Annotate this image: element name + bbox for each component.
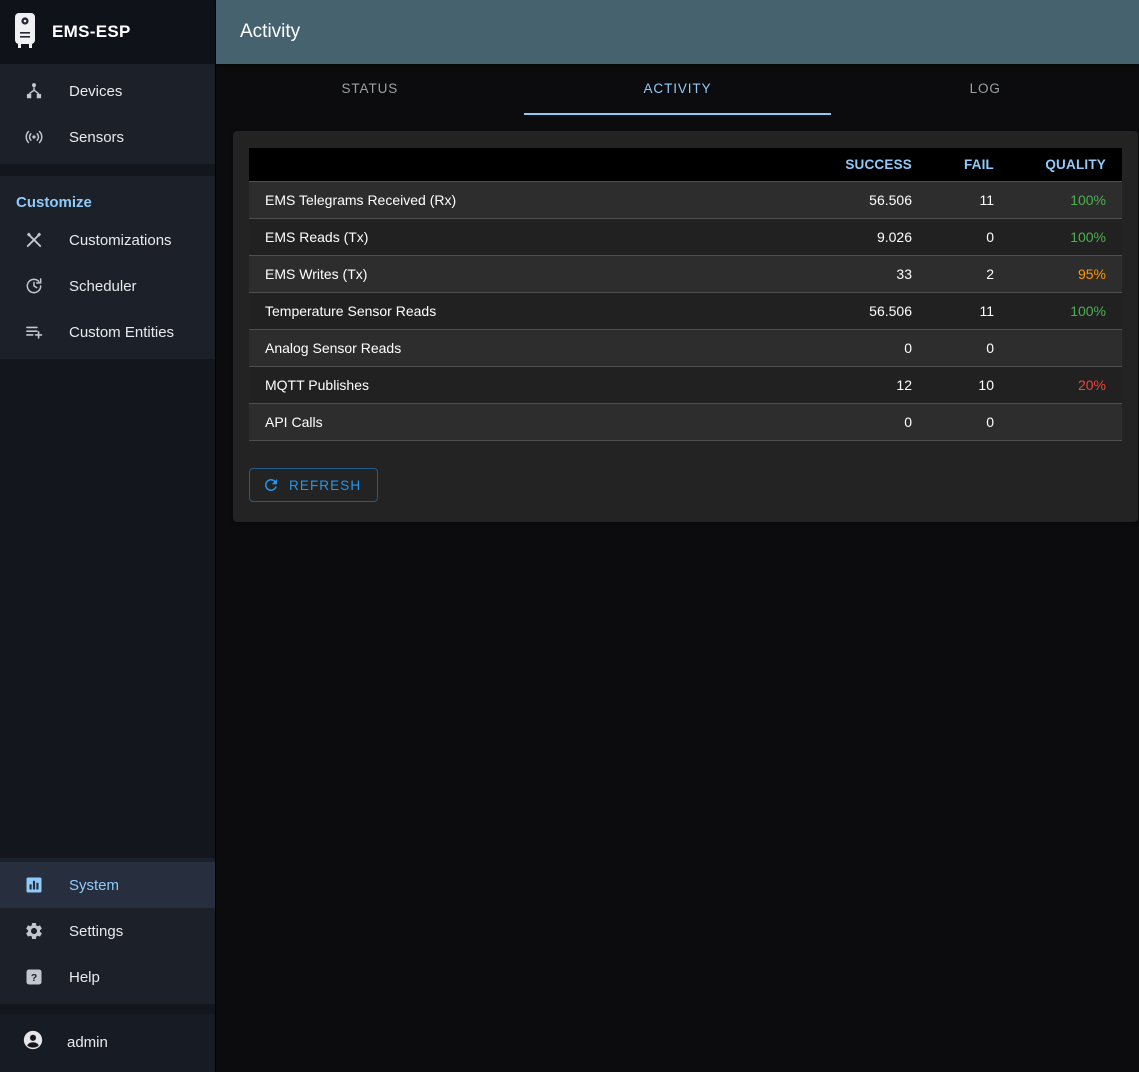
customize-section-label: Customize: [16, 194, 92, 211]
refresh-button[interactable]: REFRESH: [249, 468, 379, 502]
brand-title: EMS-ESP: [52, 22, 131, 41]
table-row: EMS Telegrams Received (Rx) 56.506 11 10…: [249, 181, 1122, 219]
help-icon: ?: [22, 965, 46, 989]
sidebar-customize-group: Customize Customizations: [0, 176, 215, 359]
sidebar-item-scheduler[interactable]: Scheduler: [0, 263, 215, 309]
sidebar-item-label: Help: [69, 968, 100, 986]
metric-name-cell: MQTT Publishes: [265, 377, 369, 393]
metric-name-cell: API Calls: [265, 414, 323, 430]
sidebar-header: EMS-ESP: [0, 0, 215, 64]
page-title: Activity: [240, 21, 301, 42]
sidebar-item-label: Customizations: [69, 231, 172, 249]
settings-gear-icon: [22, 919, 46, 943]
table-row: Temperature Sensor Reads 56.506 11 100%: [249, 292, 1122, 330]
metric-name-cell: EMS Telegrams Received (Rx): [265, 192, 457, 208]
success-cell: 0: [904, 414, 912, 430]
fail-cell: 2: [986, 266, 994, 282]
refresh-icon: [262, 476, 280, 494]
sidebar-item-settings[interactable]: Settings: [0, 908, 215, 954]
metric-name-cell: Analog Sensor Reads: [265, 340, 402, 356]
table-header-row: SUCCESS FAIL QUALITY: [249, 148, 1122, 182]
fail-cell: 11: [979, 192, 994, 208]
table-row: Analog Sensor Reads 0 0: [249, 329, 1122, 367]
sidebar-item-label: Custom Entities: [69, 323, 175, 341]
success-cell: 33: [896, 266, 912, 282]
appbar: Activity: [216, 0, 1139, 64]
svg-text:?: ?: [31, 973, 37, 984]
quality-cell: [1010, 404, 1122, 441]
custom-entities-icon: [22, 320, 46, 344]
metric-name-cell: Temperature Sensor Reads: [265, 303, 437, 319]
sidebar-user-section: admin: [0, 1014, 215, 1072]
sidebar-item-system[interactable]: System: [0, 862, 215, 908]
sidebar-item-customizations[interactable]: Customizations: [0, 217, 215, 263]
column-header-success: SUCCESS: [808, 148, 928, 182]
metric-name-cell: EMS Reads (Tx): [265, 229, 369, 245]
metric-name-cell: EMS Writes (Tx): [265, 266, 368, 282]
table-row: API Calls 0 0: [249, 403, 1122, 441]
scheduler-icon: [22, 274, 46, 298]
table-row: EMS Writes (Tx) 33 2 95%: [249, 255, 1122, 293]
user-name-label: admin: [67, 1033, 108, 1051]
sidebar-spacer: [0, 359, 215, 858]
tab-activity[interactable]: ACTIVITY: [523, 64, 832, 115]
sidebar-bottom-group: System Settings ? Help: [0, 858, 215, 1004]
ems-esp-logo-icon: [12, 11, 38, 54]
success-cell: 56.506: [869, 192, 912, 208]
success-cell: 56.506: [869, 303, 912, 319]
sidebar-main-group: Devices Sensors: [0, 64, 215, 164]
fail-cell: 10: [978, 377, 994, 393]
main-area: Activity STATUS ACTIVITY LOG SUCCESS FAI…: [216, 0, 1139, 1072]
tab-bar: STATUS ACTIVITY LOG: [216, 64, 1139, 115]
quality-cell: 20%: [1077, 377, 1106, 393]
column-header-fail: FAIL: [928, 148, 1010, 182]
sidebar: EMS-ESP Devices: [0, 0, 216, 1072]
system-icon: [22, 873, 46, 897]
quality-cell: [1010, 330, 1122, 367]
table-row: EMS Reads (Tx) 9.026 0 100%: [249, 218, 1122, 256]
quality-cell: 100%: [1070, 229, 1106, 245]
fail-cell: 0: [986, 229, 994, 245]
activity-table: SUCCESS FAIL QUALITY EMS Telegrams Recei…: [249, 148, 1122, 441]
sidebar-item-label: Devices: [69, 82, 123, 100]
sidebar-item-label: Settings: [69, 922, 124, 940]
fail-cell: 0: [986, 414, 994, 430]
column-header-metric: [249, 148, 808, 182]
sensors-icon: [22, 125, 46, 149]
success-cell: 0: [904, 340, 912, 356]
fail-cell: 0: [986, 340, 994, 356]
account-icon: [22, 1029, 44, 1055]
table-row: MQTT Publishes 12 10 20%: [249, 366, 1122, 404]
sidebar-item-sensors[interactable]: Sensors: [0, 114, 215, 160]
activity-card: SUCCESS FAIL QUALITY EMS Telegrams Recei…: [233, 131, 1138, 522]
fail-cell: 11: [979, 303, 994, 319]
quality-cell: 95%: [1077, 266, 1106, 282]
sidebar-item-label: System: [69, 876, 120, 894]
devices-icon: [22, 79, 46, 103]
tab-status[interactable]: STATUS: [341, 81, 399, 96]
sidebar-item-label: Scheduler: [69, 277, 137, 295]
tab-log[interactable]: LOG: [969, 81, 1001, 96]
sidebar-item-label: Sensors: [69, 128, 125, 146]
column-header-quality: QUALITY: [1010, 148, 1122, 182]
sidebar-item-devices[interactable]: Devices: [0, 68, 215, 114]
success-cell: 9.026: [876, 229, 912, 245]
customizations-icon: [22, 228, 46, 252]
sidebar-item-admin[interactable]: admin: [0, 1020, 215, 1064]
success-cell: 12: [896, 377, 912, 393]
sidebar-item-custom-entities[interactable]: Custom Entities: [0, 309, 215, 355]
quality-cell: 100%: [1070, 303, 1106, 319]
sidebar-divider: [0, 164, 215, 176]
refresh-button-label: REFRESH: [289, 477, 362, 493]
sidebar-item-help[interactable]: ? Help: [0, 954, 215, 1000]
quality-cell: 100%: [1070, 192, 1106, 208]
